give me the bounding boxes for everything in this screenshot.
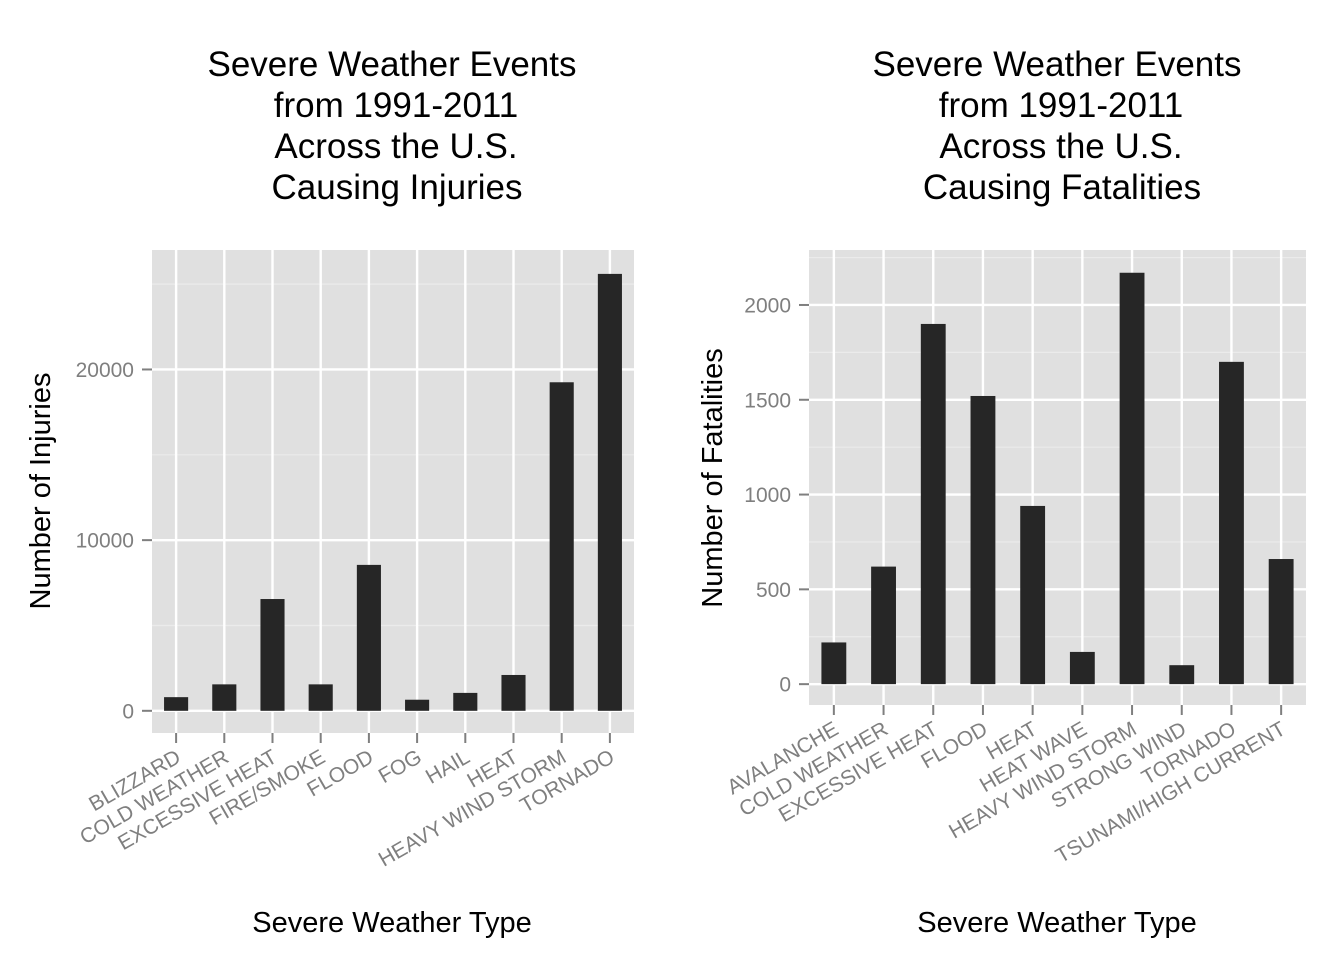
- fatalities-bar-cold-weather: [871, 566, 896, 685]
- injuries-bar-excessive-heat: [260, 599, 285, 711]
- injuries-y-tick-label: 10000: [76, 530, 134, 553]
- injuries-chart: Severe Weather Events from 1991-2011 Acr…: [25, 45, 634, 939]
- fatalities-title-line-1: Severe Weather Events: [873, 45, 1242, 84]
- fatalities-bar-tornado: [1219, 361, 1244, 685]
- injuries-title-line-3: Across the U.S.: [274, 127, 517, 166]
- fatalities-y-tick-label: 500: [756, 579, 791, 602]
- fatalities-title-line-4: Causing Fatalities: [923, 168, 1201, 207]
- fatalities-bar-heavy-wind-storm: [1119, 272, 1145, 685]
- injuries-bar-fog: [405, 699, 430, 711]
- injuries-x-tick-label: FOG: [375, 745, 426, 788]
- injuries-bar-blizzard: [164, 697, 189, 711]
- fatalities-y-tick-label: 1500: [744, 389, 791, 412]
- injuries-x-axis-title: Severe Weather Type: [252, 907, 531, 939]
- fatalities-y-tick-label: 1000: [744, 484, 791, 507]
- injuries-title-line-1: Severe Weather Events: [208, 45, 577, 84]
- fatalities-bar-heat: [1020, 505, 1046, 685]
- injuries-bar-cold-weather: [212, 684, 237, 711]
- fatalities-bar-tsunami-high-current: [1268, 559, 1294, 685]
- injuries-bar-heavy-wind-storm: [549, 382, 574, 711]
- fatalities-bar-excessive-heat: [920, 323, 946, 685]
- fatalities-title-line-3: Across the U.S.: [939, 127, 1182, 166]
- injuries-bar-heat: [501, 674, 526, 711]
- injuries-bar-tornado: [597, 273, 622, 711]
- injuries-title-line-4: Causing Injuries: [272, 168, 523, 207]
- fatalities-y-axis-title: Number of Fatalities: [697, 348, 729, 608]
- injuries-y-tick-label: 20000: [76, 359, 134, 382]
- injuries-y-tick-label: 0: [122, 700, 134, 723]
- fatalities-chart: Severe Weather Events from 1991-2011 Acr…: [697, 45, 1306, 939]
- injuries-bar-flood: [356, 564, 381, 711]
- fatalities-bar-flood: [970, 395, 996, 685]
- injuries-x-tick-label: HAIL: [422, 745, 474, 788]
- injuries-bar-fire-smoke: [308, 684, 333, 711]
- fatalities-title-line-2: from 1991-2011: [939, 86, 1184, 125]
- fatalities-y-tick-label: 2000: [744, 294, 791, 317]
- fatalities-y-tick-label: 0: [779, 674, 791, 697]
- fatalities-bar-heat-wave: [1069, 651, 1095, 685]
- fatalities-bar-avalanche: [821, 642, 847, 685]
- injuries-y-axis-title: Number of Injuries: [25, 373, 57, 610]
- injuries-bar-hail: [453, 692, 478, 711]
- fatalities-x-axis-title: Severe Weather Type: [917, 907, 1196, 939]
- injuries-title-line-2: from 1991-2011: [274, 86, 519, 125]
- fatalities-bar-strong-wind: [1169, 665, 1195, 685]
